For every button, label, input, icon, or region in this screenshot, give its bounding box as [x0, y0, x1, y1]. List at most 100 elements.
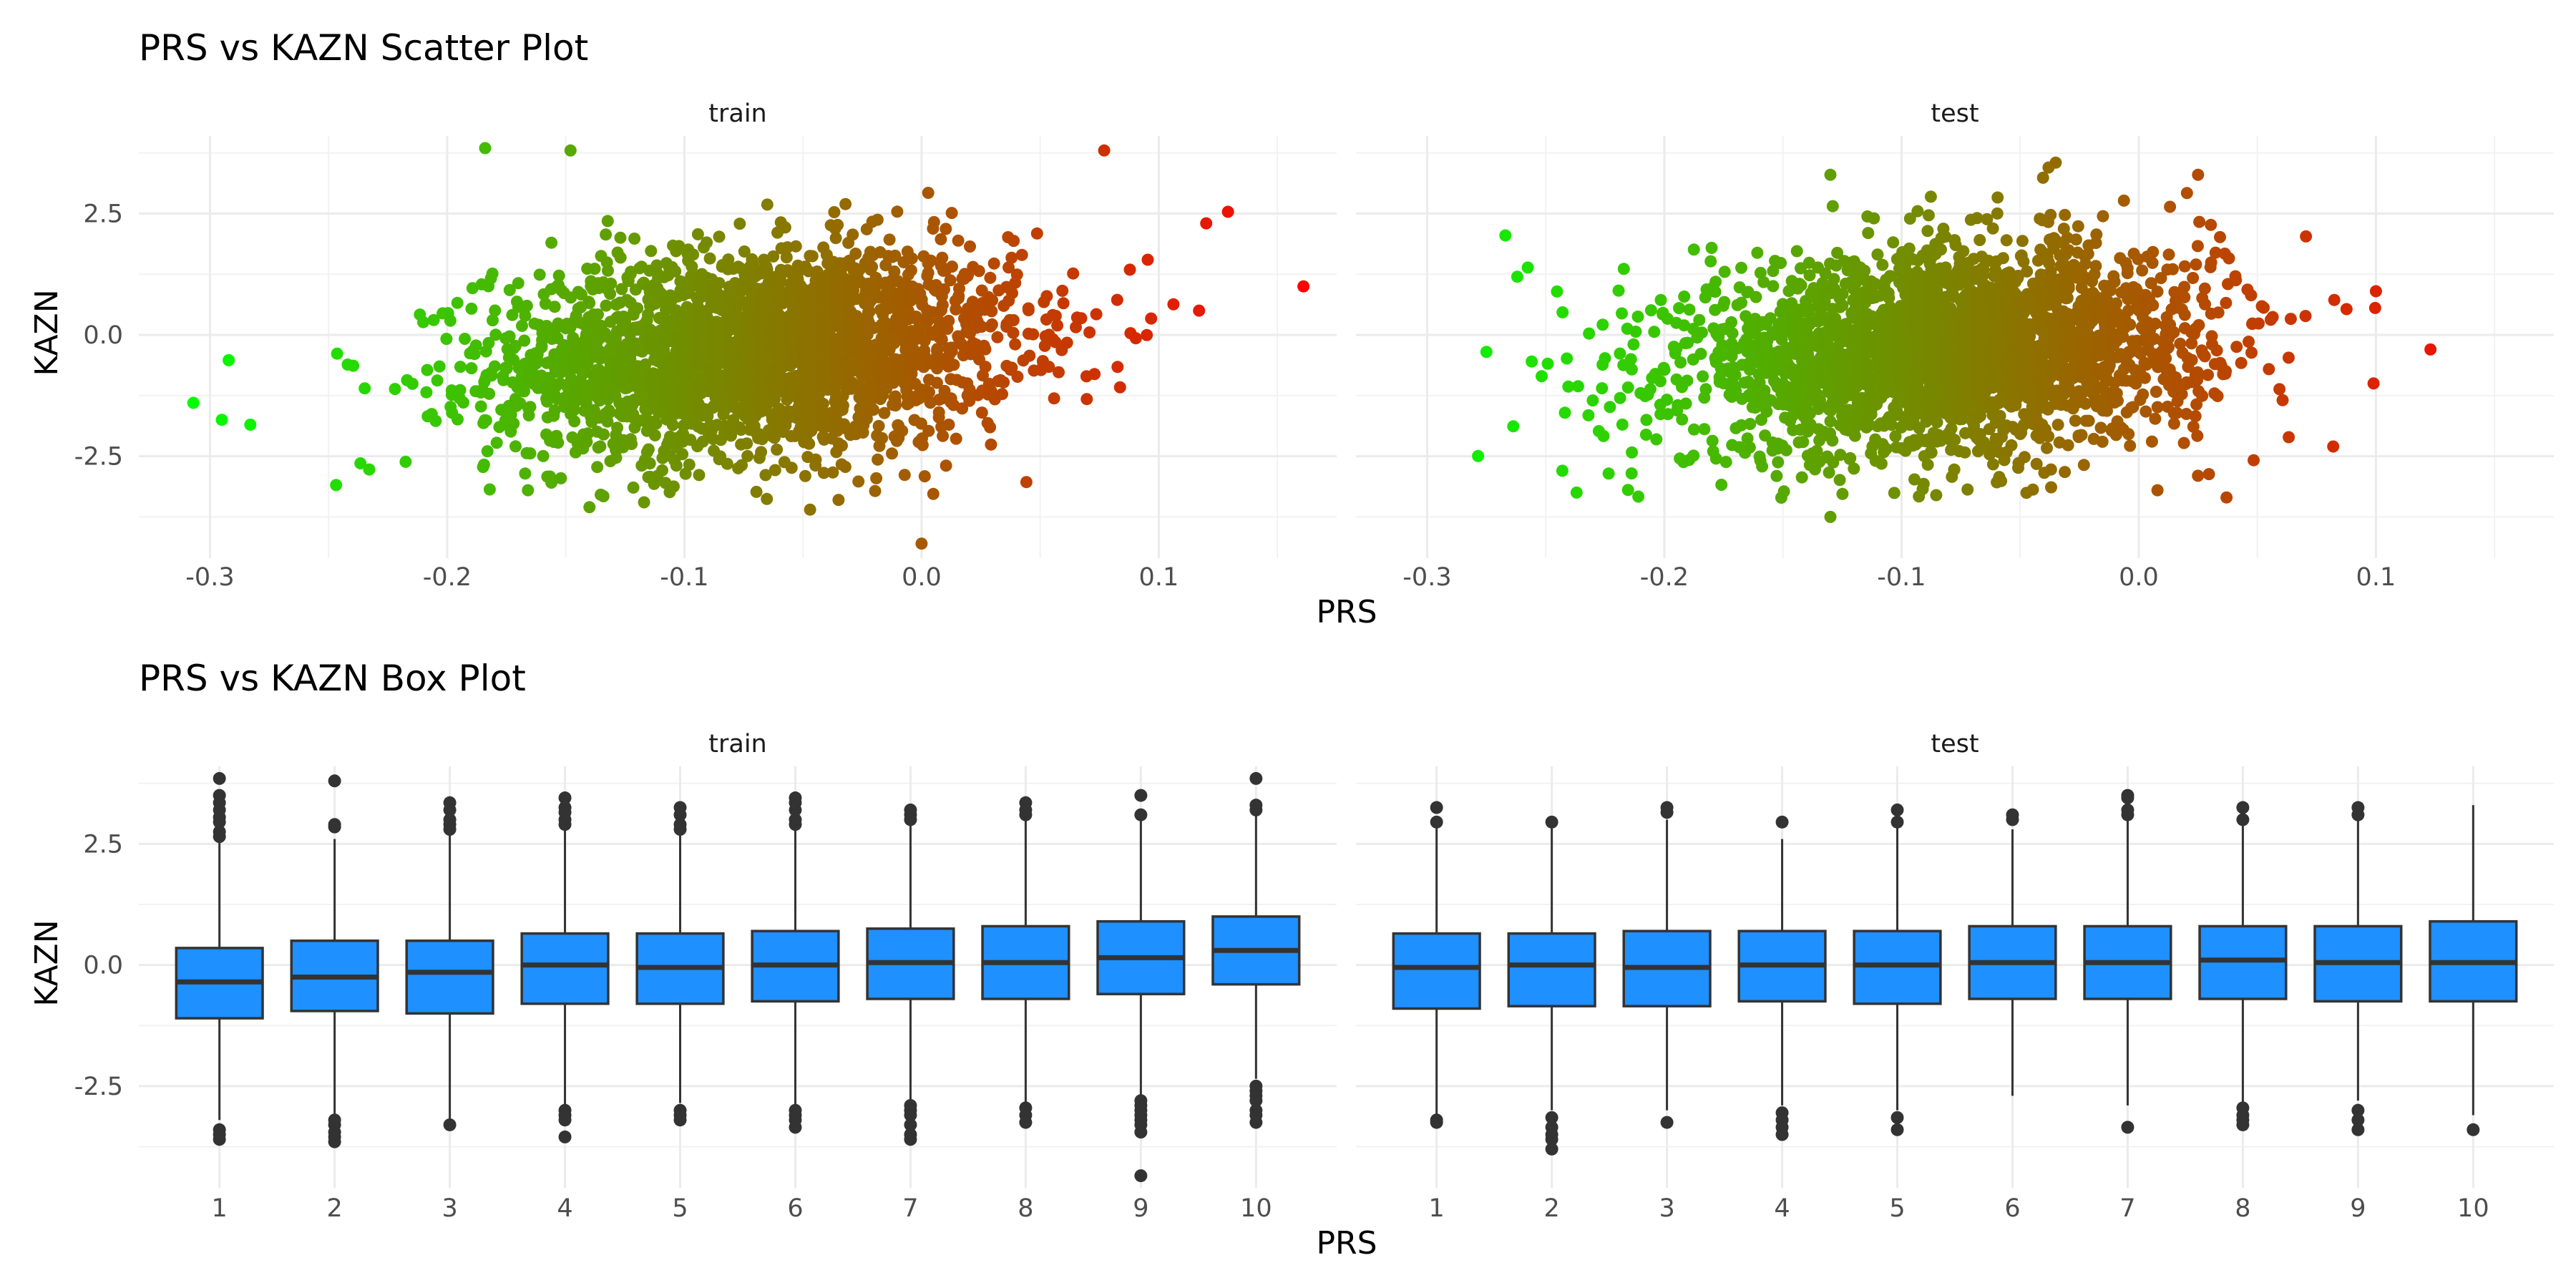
scatter-point [1644, 304, 1657, 317]
scatter-point [2057, 223, 2070, 235]
scatter-point [421, 364, 434, 376]
scatter-point [669, 265, 682, 278]
scatter-point [1824, 415, 1837, 428]
scatter-point [1030, 227, 1043, 240]
scatter-point [809, 453, 822, 466]
scatter-point [583, 501, 596, 514]
scatter-point [1614, 391, 1626, 404]
scatter-point [2077, 459, 2090, 472]
scatter-point [849, 248, 862, 260]
scatter-point [1687, 423, 1700, 436]
scatter-point [2061, 291, 2074, 304]
scatter-point [347, 359, 360, 372]
scatter-point [1743, 441, 1756, 454]
scatter-point [440, 333, 453, 346]
scatter-point [555, 472, 567, 484]
scatter-point [488, 360, 501, 373]
scatter-point [947, 358, 960, 371]
scatter-point [937, 429, 950, 442]
scatter-point [1903, 242, 1916, 255]
scatter-point [597, 428, 610, 441]
scatter-point [1571, 380, 1584, 393]
scatter-point [1977, 263, 1990, 276]
scatter-point [1616, 307, 1628, 320]
scatter-point [2094, 421, 2107, 434]
scatter-point [891, 205, 904, 218]
y-tick-label: -2.5 [74, 443, 123, 472]
scatter-point [399, 455, 412, 468]
scatter-point [465, 302, 478, 315]
scatter-point [1624, 353, 1637, 366]
scatter-point [1679, 397, 1692, 410]
scatter-point [1570, 486, 1583, 499]
scatter-point [1090, 308, 1103, 321]
scatter-point [1145, 312, 1158, 325]
scatter-point [1007, 314, 1020, 326]
scatter-point [1836, 288, 1849, 301]
scatter-point [1995, 474, 2008, 487]
scatter-point [1824, 168, 1837, 181]
scatter-point [831, 218, 844, 231]
scatter-point [1772, 456, 1785, 469]
scatter-point [847, 228, 859, 241]
scatter-point [481, 445, 494, 458]
scatter-point [889, 249, 902, 262]
scatter-point [1758, 384, 1771, 397]
scatter-point [431, 374, 444, 387]
scatter-point [1828, 273, 1840, 286]
scatter-point [713, 230, 726, 243]
scatter-point [987, 257, 1000, 270]
scatter-point [417, 316, 429, 328]
scatter-point [1883, 291, 1896, 304]
scatter-point [721, 457, 733, 470]
y-tick-label: 0.0 [83, 321, 123, 350]
scatter-point [509, 340, 522, 352]
scatter-point [2041, 441, 2053, 454]
scatter-point [548, 301, 561, 313]
scatter-point [582, 427, 595, 440]
scatter-point [518, 385, 530, 398]
scatter-point [466, 282, 479, 295]
scatter-point [1167, 298, 1180, 311]
scatter-point [223, 353, 235, 366]
scatter-point [956, 402, 969, 415]
scatter-point [703, 252, 716, 265]
scatter-point [503, 283, 516, 296]
scatter-point [1961, 483, 1974, 496]
scatter-point [1917, 477, 1930, 490]
scatter-point [1673, 302, 1685, 315]
scatter-point [1706, 434, 1719, 447]
scatter-point [924, 254, 937, 267]
x-tick-label: 0.0 [902, 563, 942, 592]
scatter-point [1885, 419, 1898, 431]
scatter-point [839, 461, 852, 473]
scatter-point [1141, 328, 1153, 341]
scatter-point [883, 233, 896, 246]
scatter-point [914, 417, 927, 430]
scatter-point [904, 264, 917, 277]
scatter-point [950, 303, 962, 316]
x-tick-label: -0.2 [423, 563, 472, 592]
scatter-point [545, 477, 558, 489]
scatter-point [1709, 275, 1722, 288]
scatter-point [804, 503, 816, 516]
scatter-point [839, 197, 852, 210]
scatter-point [1862, 419, 1875, 432]
scatter-point [1604, 401, 1616, 414]
scatter-point [1648, 326, 1661, 338]
scatter-point [2045, 481, 2057, 494]
scatter-point [1760, 405, 1773, 418]
scatter-point [863, 306, 876, 318]
scatter-point [735, 424, 747, 436]
scatter-point [2021, 265, 2034, 278]
scatter-point [866, 260, 879, 273]
scatter-point [985, 305, 998, 318]
scatter-point [600, 299, 613, 312]
scatter-point [1551, 285, 1563, 298]
scatter-point [872, 453, 884, 466]
scatter-point [687, 248, 700, 261]
scatter-point [583, 297, 596, 309]
scatter-point [1582, 409, 1595, 421]
scatter-point [1767, 265, 1780, 278]
scatter-point [427, 313, 440, 326]
